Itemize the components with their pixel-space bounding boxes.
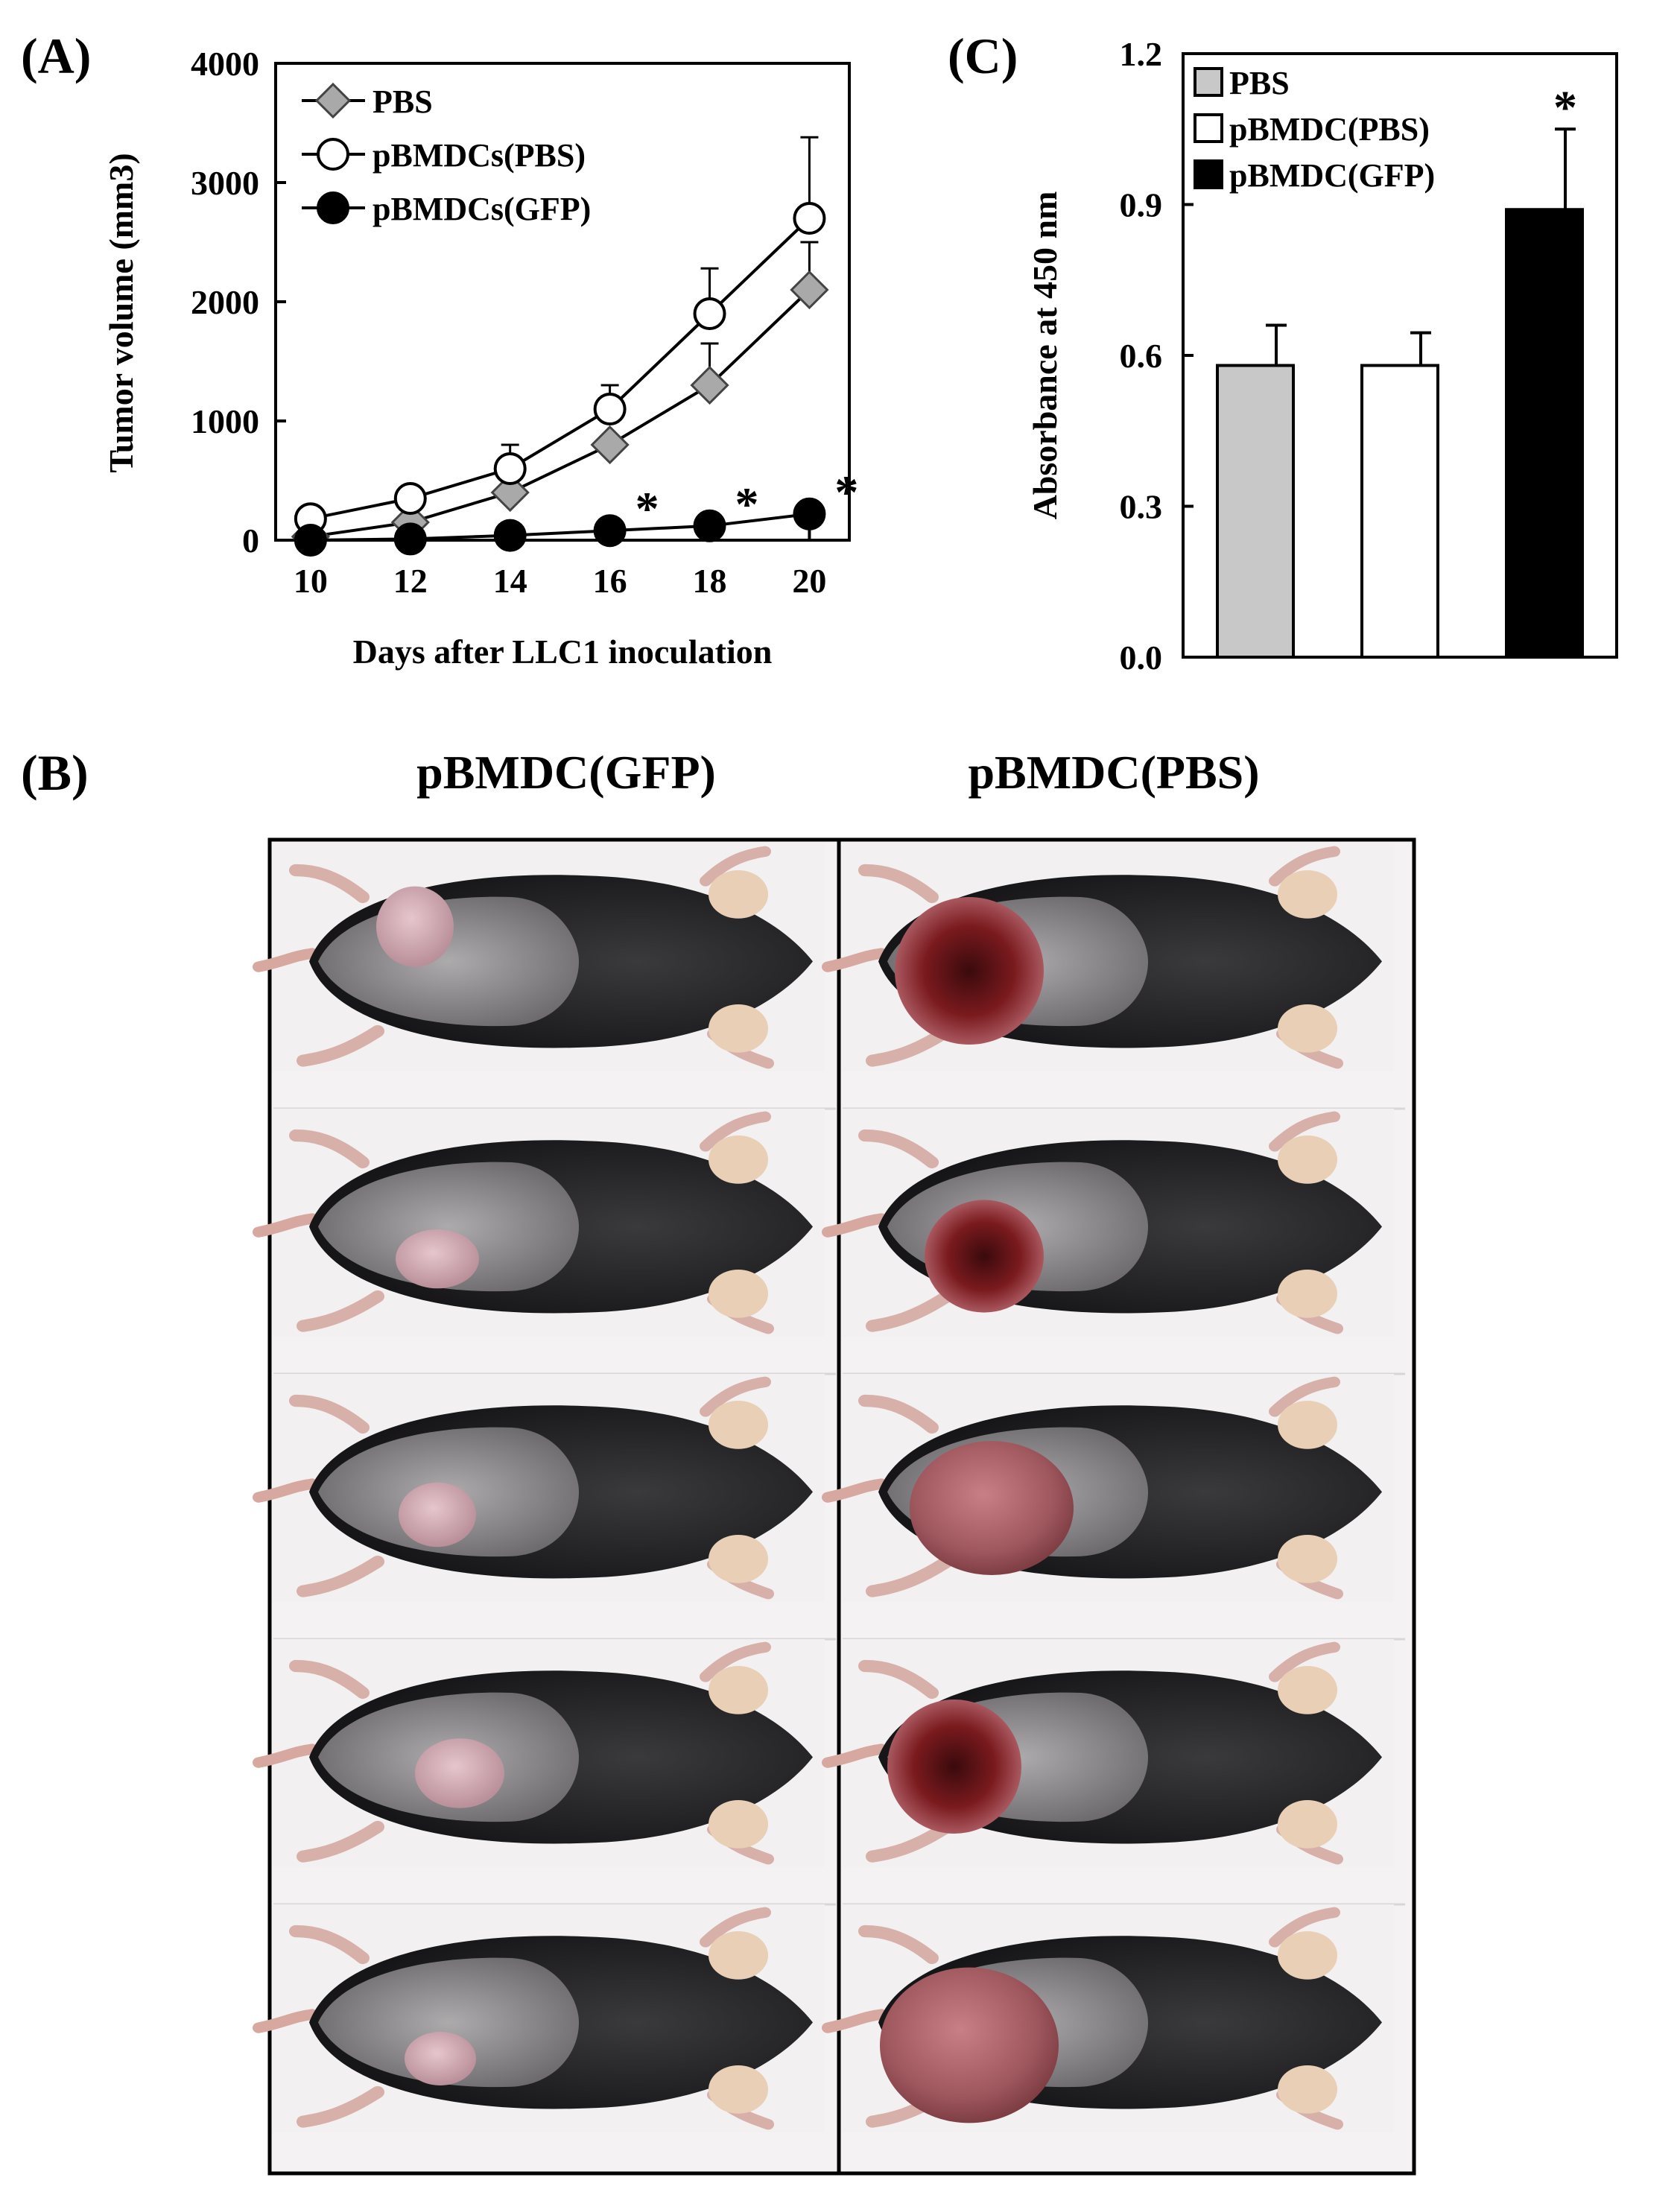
y-tick-label-a: 1000 xyxy=(191,402,259,440)
tumor xyxy=(376,886,454,967)
x-tick-label-a: 10 xyxy=(294,562,328,600)
y-tick-label-a: 2000 xyxy=(191,283,259,321)
y-tick-label-c: 0.9 xyxy=(1120,186,1163,224)
mouse-image xyxy=(259,843,825,1071)
mouse-image xyxy=(259,1639,825,1867)
tumor xyxy=(887,1700,1021,1834)
mouse-photo xyxy=(828,1904,1394,2132)
x-tick-label-a: 12 xyxy=(393,562,428,600)
tumor xyxy=(399,1482,476,1548)
mouse-photo xyxy=(828,1374,1394,1602)
column-title-gfp: pBMDC(GFP) xyxy=(416,746,716,799)
y-tick-label-a: 0 xyxy=(242,522,259,560)
legend-label: PBS xyxy=(373,83,433,120)
data-point xyxy=(590,425,630,465)
legend-swatch xyxy=(1194,113,1223,143)
mouse-photo xyxy=(259,1109,825,1337)
mouse-photo xyxy=(259,1904,825,2132)
tumor xyxy=(405,2032,476,2085)
panel-label-a: (A) xyxy=(21,28,91,84)
series-line xyxy=(310,217,811,521)
mouse-image xyxy=(828,1374,1394,1602)
legend-label: PBS xyxy=(1229,65,1290,101)
data-point xyxy=(393,522,427,556)
tumor xyxy=(895,897,1044,1045)
tumor xyxy=(415,1738,504,1808)
data-point xyxy=(294,524,327,557)
y-tick-label-c: 0.3 xyxy=(1120,488,1163,526)
x-tick-label-a: 14 xyxy=(493,562,527,600)
y-axis-label-a: Tumor volume (mm3) xyxy=(102,153,140,472)
mouse-image xyxy=(259,1109,825,1337)
legend-label: pBMDCs(GFP) xyxy=(373,191,591,227)
line-chart-tumor-volume: 0 1000 2000 3000 4000 10 12 14 16 18 20 * * * PBS pB… xyxy=(102,45,858,671)
column-title-pbs: pBMDC(PBS) xyxy=(968,746,1259,799)
data-point xyxy=(593,514,627,548)
legend-label: pBMDC(PBS) xyxy=(1229,111,1430,148)
mouse-photo xyxy=(259,843,825,1071)
data-point xyxy=(393,482,427,515)
bar-PBS xyxy=(1216,364,1295,659)
data-point xyxy=(490,472,530,513)
tumor xyxy=(925,1200,1044,1313)
panel-label-c: (C) xyxy=(948,28,1018,84)
data-point xyxy=(493,519,527,552)
mouse-photo xyxy=(828,1639,1394,1867)
data-point xyxy=(693,509,726,542)
data-point xyxy=(793,202,826,235)
data-point xyxy=(493,452,527,485)
significance-star: * xyxy=(834,466,858,519)
significance-star: * xyxy=(635,482,659,535)
mouse-photo-panel: pBMDC(GFP) pBMDC(PBS) xyxy=(259,746,1416,2176)
data-point xyxy=(690,365,729,405)
significance-star: * xyxy=(735,478,759,530)
y-tick-label-c: 1.2 xyxy=(1120,35,1163,73)
legend-marker xyxy=(314,82,352,119)
mouse-photo xyxy=(828,1109,1394,1337)
x-axis-label-a: Days after LLC1 inoculation xyxy=(353,633,773,671)
legend-label: pBMDC(GFP) xyxy=(1229,157,1435,194)
legend-label: pBMDCs(PBS) xyxy=(373,137,586,174)
y-tick-label-a: 4000 xyxy=(191,45,259,83)
y-tick-label-a: 3000 xyxy=(191,164,259,202)
x-tick-label-a: 16 xyxy=(593,562,627,600)
legend-swatch xyxy=(1194,159,1223,189)
series-pBMDCs(GFP) xyxy=(294,497,826,557)
legend-marker xyxy=(317,191,349,224)
significance-star: * xyxy=(1553,80,1577,133)
mouse-photo xyxy=(828,843,1394,1071)
tumor xyxy=(910,1441,1074,1575)
bar-chart-absorbance: 0.0 0.3 0.6 0.9 1.2 * PBS pBMDC(PBS) pBMDC(GFP… xyxy=(1026,35,1618,677)
tumor xyxy=(880,1967,1059,2123)
x-tick-label-a: 18 xyxy=(693,562,727,600)
mouse-photo xyxy=(259,1639,825,1867)
data-point xyxy=(793,497,826,530)
mouse-image xyxy=(259,1374,825,1602)
panel-label-b: (B) xyxy=(21,744,89,801)
data-point xyxy=(790,270,829,310)
data-point xyxy=(693,297,726,330)
x-tick-label-a: 20 xyxy=(792,562,826,600)
y-tick-label-c: 0.0 xyxy=(1120,639,1163,677)
legend-swatch xyxy=(1194,67,1223,97)
series-pBMDCs(PBS) xyxy=(294,136,826,536)
series-line xyxy=(310,512,810,542)
mouse-image xyxy=(828,1109,1394,1337)
legend-marker xyxy=(317,138,349,171)
bar-pBMDC(GFP) xyxy=(1505,208,1584,659)
bar-pBMDC(PBS) xyxy=(1360,364,1439,659)
data-point xyxy=(593,393,627,425)
mouse-photo xyxy=(259,1374,825,1602)
y-tick-label-c: 0.6 xyxy=(1120,337,1163,375)
tumor xyxy=(396,1229,479,1289)
y-axis-label-c: Absorbance at 450 nm xyxy=(1026,191,1064,520)
mouse-image xyxy=(259,1904,825,2132)
